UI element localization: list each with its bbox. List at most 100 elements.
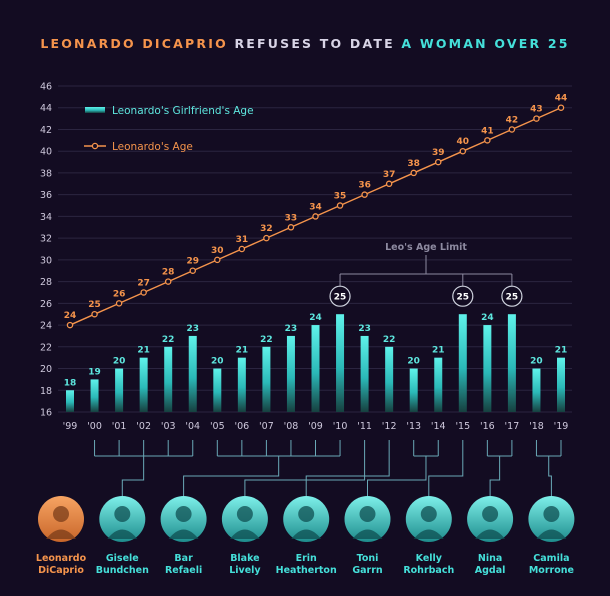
line-point	[533, 115, 540, 122]
line-data-label: 43	[530, 105, 543, 115]
bar-data-label: 20	[211, 357, 224, 367]
bar	[262, 346, 271, 412]
person-name-line: Blake	[230, 553, 259, 564]
bar	[483, 325, 492, 412]
bar-data-label: 20	[113, 357, 126, 367]
person-name-line: Lively	[229, 565, 261, 576]
legend-line-marker	[91, 142, 99, 150]
bar-data-label: 21	[432, 346, 445, 356]
bar-data-label: 20	[530, 357, 543, 367]
portrait-body-icon	[352, 529, 383, 539]
line-point	[557, 104, 565, 111]
legend-label: Leonardo's Age	[112, 141, 193, 153]
line-point	[189, 267, 196, 274]
people-row: LeonardoDiCaprioGiseleBundchenBarRefaeli…	[36, 496, 575, 576]
x-tick-label: '16	[480, 421, 495, 432]
y-axis-ticks: 16 18 20 22 24 26 28 30 32 34 36 38 40 42 44 46	[40, 82, 52, 419]
person-name-line: Leonardo	[36, 553, 87, 564]
chart-title: LEONARDO DICAPRIO REFUSES TO DATE A WOMA…	[0, 36, 610, 51]
line-point	[287, 224, 295, 231]
line-data-label: 39	[432, 148, 445, 158]
x-tick-label: '15	[455, 421, 470, 432]
year-connectors	[94, 440, 562, 496]
person-name-line: Bar	[174, 553, 193, 564]
bar-data-label: 23	[186, 324, 199, 334]
portrait-body-icon	[536, 529, 567, 539]
portrait-head-icon	[482, 506, 499, 522]
person-connector	[305, 456, 390, 496]
line-data-label: 24	[64, 311, 77, 321]
y-tick-label: 42	[40, 125, 52, 136]
line-data-label: 44	[555, 94, 568, 104]
title-part-middle: REFUSES TO DATE	[227, 36, 402, 51]
y-tick-label: 46	[40, 82, 52, 93]
x-tick-label: '09	[308, 421, 323, 432]
bar-data-label: 22	[383, 335, 396, 345]
bar	[139, 357, 148, 412]
person-name-line: Kelly	[416, 553, 443, 564]
bar	[507, 314, 516, 412]
age-limit-marker	[452, 285, 474, 307]
portrait-body-icon	[413, 529, 444, 539]
line-point	[164, 278, 172, 285]
portrait-head-icon	[114, 506, 131, 522]
line-point	[508, 126, 516, 133]
bar	[286, 335, 295, 412]
line-point	[312, 213, 319, 220]
person-connector	[183, 456, 280, 496]
portrait-body-icon	[229, 529, 260, 539]
portrait-body-icon	[168, 529, 199, 539]
age-limit-value: 25	[457, 293, 470, 303]
line-point	[385, 180, 393, 188]
bar-data-label: 23	[285, 324, 298, 334]
bar-data-label: 18	[64, 378, 77, 388]
bar	[213, 368, 222, 412]
person-name-line: Morrone	[529, 565, 574, 576]
person-name-line: Bundchen	[96, 565, 149, 576]
y-tick-label: 28	[40, 277, 52, 288]
line-data-label: 26	[113, 289, 126, 299]
line-point	[115, 300, 123, 307]
line-point	[66, 321, 74, 329]
bar-data-label: 21	[555, 346, 568, 356]
y-tick-label: 26	[40, 299, 52, 310]
x-tick-label: '10	[333, 421, 348, 432]
bar-data-label: 22	[162, 335, 175, 345]
person-name-line: Camila	[533, 553, 569, 564]
bar	[311, 325, 320, 412]
y-tick-label: 22	[40, 342, 52, 353]
bar	[188, 335, 197, 412]
line-data-label: 30	[211, 246, 224, 256]
portrait-head-icon	[543, 506, 560, 522]
x-tick-label: '13	[406, 421, 421, 432]
x-tick-label: '04	[185, 421, 200, 432]
line-data-label: 40	[457, 137, 470, 147]
bar-data-label: 24	[309, 313, 322, 323]
bar-data-label: 22	[260, 335, 273, 345]
person-connector	[428, 456, 464, 496]
y-tick-label: 20	[40, 364, 52, 375]
x-tick-label: '08	[284, 421, 299, 432]
legend: Leonardo's Girlfriend's Age Leonardo's Ag…	[84, 105, 254, 153]
person-name-line: Nina	[478, 553, 502, 564]
bar-data-label: 20	[407, 357, 420, 367]
title-part-name: LEONARDO DICAPRIO	[40, 36, 228, 51]
portrait-head-icon	[236, 506, 253, 522]
x-tick-label: '19	[554, 421, 569, 432]
age-limit-value: 25	[506, 293, 519, 303]
x-tick-label: '07	[259, 421, 274, 432]
line-data-label: 34	[309, 202, 322, 212]
portrait-head-icon	[175, 506, 192, 522]
bar	[409, 368, 418, 412]
bar	[532, 368, 541, 412]
x-tick-label: '00	[87, 421, 102, 432]
bar	[115, 368, 124, 412]
portrait-body-icon	[291, 529, 322, 539]
y-tick-label: 30	[40, 255, 52, 266]
